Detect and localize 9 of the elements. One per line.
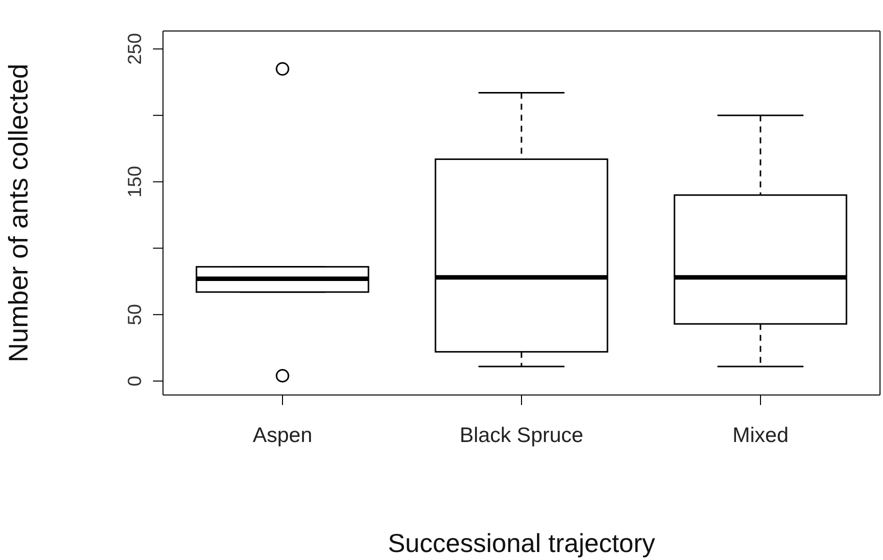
- y-tick-label: 0: [125, 376, 146, 386]
- y-tick-label: 150: [125, 166, 146, 198]
- x-tick-label: Aspen: [252, 424, 312, 447]
- y-axis-title: Number of ants collected: [4, 64, 34, 362]
- y-tick-label: 250: [125, 33, 146, 65]
- x-tick-label: Mixed: [732, 424, 789, 447]
- x-axis-title: Successional trajectory: [388, 528, 656, 558]
- y-tick-label: 50: [125, 304, 146, 326]
- x-tick-label: Black Spruce: [460, 424, 584, 447]
